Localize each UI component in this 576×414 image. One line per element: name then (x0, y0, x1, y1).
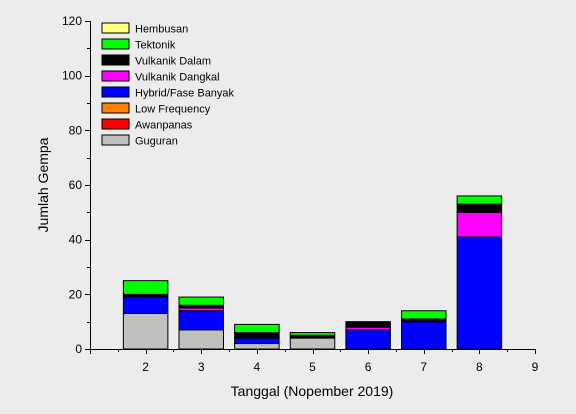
x-ticks: 2 3 4 5 6 7 8 9 (90, 349, 539, 374)
bar-segment (234, 337, 280, 345)
legend-label: Low Frequency (135, 104, 211, 116)
bar-segment (178, 310, 224, 331)
bar-segment (122, 312, 169, 350)
x-tick-label: 8 (476, 360, 483, 374)
legend-swatch (101, 102, 130, 114)
y-tick-label: 80 (69, 123, 83, 137)
legend-swatch (101, 54, 130, 66)
y-tick-label: 100 (62, 69, 82, 83)
bar-segment (178, 296, 224, 306)
bar-segment (289, 337, 336, 350)
x-tick-label: 6 (365, 360, 372, 374)
bar-segment (345, 321, 391, 328)
y-axis-label: Jumlah Gempa (35, 137, 51, 232)
legend-swatch (101, 118, 130, 130)
bar-segment (289, 332, 336, 336)
bar-stacks (122, 195, 503, 350)
x-tick-label: 4 (254, 360, 261, 374)
bar-segment (456, 203, 503, 213)
legend-label: Vulkanik Dalam (135, 56, 211, 68)
y-tick-label: 40 (69, 233, 83, 247)
bar-segment (178, 329, 224, 350)
x-axis-label: Tanggal (Nopember 2019) (231, 383, 394, 399)
bar-segment (122, 296, 169, 314)
bar-segment (234, 343, 280, 350)
legend-label: Awanpanas (135, 120, 193, 132)
legend-swatch (101, 22, 130, 34)
legend-label: Tektonik (135, 40, 176, 52)
x-tick-label: 7 (420, 360, 427, 374)
x-tick-label: 2 (142, 360, 149, 374)
bar-segment (345, 329, 391, 350)
y-tick-label: 0 (75, 342, 82, 356)
legend-label: Hembusan (135, 24, 188, 36)
legend-swatch (101, 134, 130, 146)
legend: Hembusan Tektonik Vulkanik Dalam Vulkanik D… (101, 22, 235, 148)
axes (90, 21, 535, 350)
x-tick-label: 3 (198, 360, 205, 374)
bar-segment (401, 321, 447, 350)
bar-segment (122, 280, 169, 295)
y-tick-label: 20 (69, 287, 83, 301)
bar-segment (234, 323, 280, 334)
legend-swatch (101, 86, 130, 98)
x-tick-label: 5 (309, 360, 316, 374)
y-tick-label: 60 (69, 178, 83, 192)
legend-swatch (101, 38, 130, 50)
y-tick-label: 120 (62, 14, 82, 28)
x-tick-label: 9 (532, 360, 539, 374)
legend-swatch (101, 70, 130, 82)
legend-label: Hybrid/Fase Banyak (135, 88, 235, 100)
bar-segment (401, 310, 447, 320)
y-ticks: 0 20 40 60 80 100 120 (62, 14, 90, 356)
legend-label: Guguran (135, 136, 178, 148)
bar-segment (456, 195, 503, 205)
legend-label: Vulkanik Dangkal (135, 72, 220, 84)
bar-segment (234, 332, 280, 339)
bar-segment (456, 211, 503, 238)
bar-segment (456, 236, 503, 350)
